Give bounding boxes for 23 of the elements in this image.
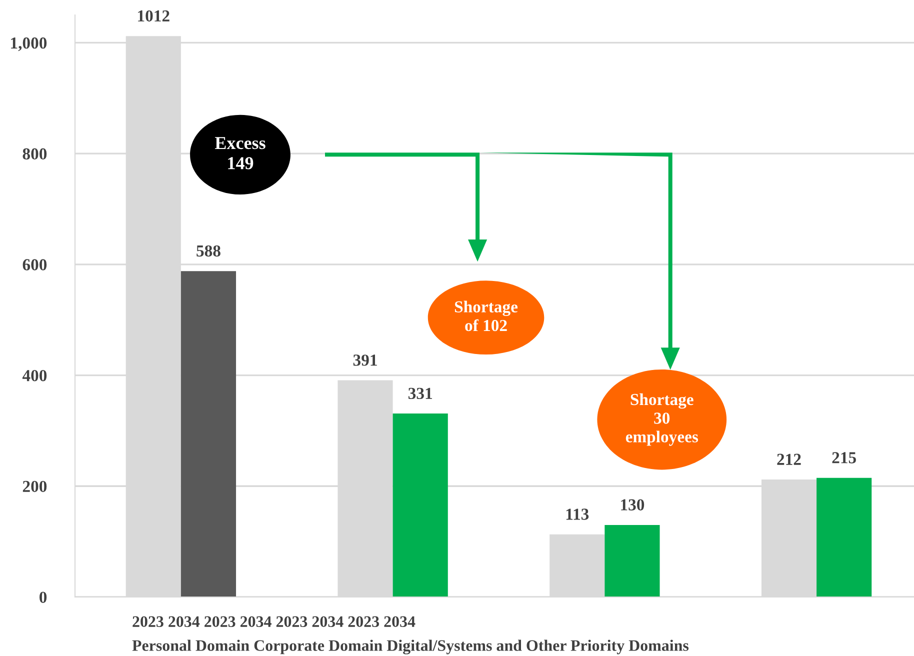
y-tick-label: 800 xyxy=(22,148,47,160)
data-label: 113 xyxy=(566,508,589,520)
data-label: 212 xyxy=(777,454,801,465)
annotation: Shortage of 102 xyxy=(454,300,518,332)
bar xyxy=(604,524,660,597)
data-label: 130 xyxy=(621,499,644,510)
bar xyxy=(816,478,872,597)
bar xyxy=(392,414,448,597)
annotation: Shortage 30 employees xyxy=(626,393,698,446)
y-tick-label: 200 xyxy=(22,480,47,492)
text: Personal Domain Corporate Domain Digital/Systems and Other Priority Domains xyxy=(132,640,689,654)
y-tick-label: 400 xyxy=(22,370,47,382)
y-tick-label: 1,000 xyxy=(11,37,47,52)
y-tick-label: 0 xyxy=(40,592,47,603)
text: 2023 2034 2023 2034 2023 2034 2023 2034 xyxy=(132,616,416,627)
data-label: 1012 xyxy=(138,10,170,22)
data-label: 215 xyxy=(832,452,856,464)
annotation: Excess 149 xyxy=(214,137,266,170)
data-label: 391 xyxy=(353,354,377,366)
data-label: 588 xyxy=(196,245,220,257)
data-label: 331 xyxy=(408,388,432,400)
bar xyxy=(180,271,236,597)
y-tick-label: 600 xyxy=(22,259,47,270)
